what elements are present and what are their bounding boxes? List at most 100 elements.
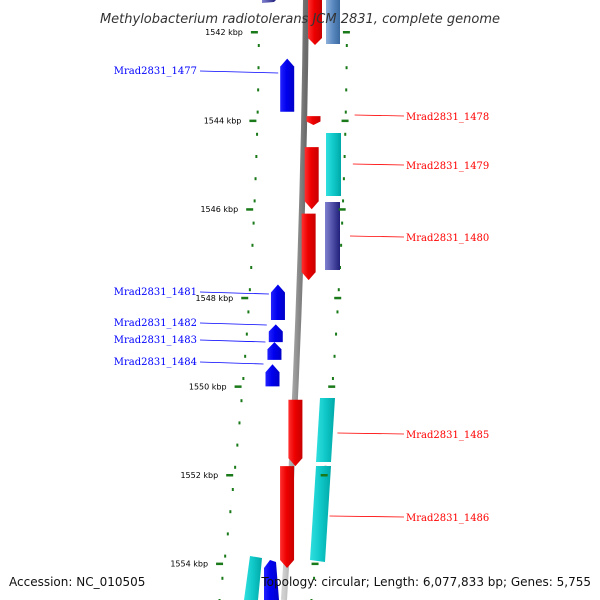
accession-text: Accession: NC_010505 (9, 575, 145, 589)
ring-dot (345, 66, 348, 70)
gene-arrow[interactable] (301, 213, 316, 281)
gene-leader-line (329, 515, 405, 518)
ring-dot (257, 66, 260, 70)
gene-mrad2831-1479[interactable]: Mrad2831_1479 (304, 147, 490, 210)
cyan-feature (316, 398, 335, 462)
gene-mrad2831-1478[interactable]: Mrad2831_1478 (306, 112, 489, 126)
kbp-tick-right (311, 562, 319, 566)
kbp-tick-label: 1546 kbp (200, 205, 238, 214)
navy-feature (262, 0, 276, 3)
gene-leader-line (352, 163, 405, 166)
ring-dot (248, 288, 251, 292)
gene-leader-line (354, 114, 405, 117)
gene-arrow[interactable] (270, 284, 285, 320)
kbp-tick-right (328, 385, 336, 388)
ring-dot (238, 421, 241, 425)
ring-dot (251, 243, 254, 247)
gene-leader-line (199, 322, 267, 326)
ring-dot (245, 332, 248, 336)
ring-dot (333, 354, 336, 358)
ring-dot (313, 576, 316, 580)
gene-label[interactable]: Mrad2831_1483 (114, 335, 197, 346)
gene-leader-line (349, 235, 405, 238)
ring-dot (342, 199, 345, 203)
gene-arrow[interactable] (267, 342, 282, 360)
ring-dot (255, 155, 258, 158)
kbp-tick-left (241, 296, 249, 300)
gene-mrad2831-1477[interactable]: Mrad2831_1477 (114, 58, 295, 112)
kbp-tick-right (320, 474, 328, 477)
kbp-tick-left (249, 119, 257, 123)
kbp-tick-label: 1550 kbp (189, 382, 227, 391)
gene-label[interactable]: Mrad2831_1481 (114, 287, 197, 298)
gene-label[interactable]: Mrad2831_1480 (406, 233, 489, 244)
kbp-ticks: 1542 kbp 1544 kbp 1546 kbp 1548 kbp 1550 kbp… (170, 28, 350, 569)
ring-dot (242, 377, 245, 380)
kbp-tick-right (342, 31, 350, 34)
gene-leader-line (199, 339, 266, 343)
ring-dot (342, 177, 345, 181)
ring-dot (257, 44, 260, 47)
gene-mrad2831-1484[interactable]: Mrad2831_1484 (114, 357, 280, 387)
gene-mrad2831-1485[interactable]: Mrad2831_1485 (288, 399, 489, 467)
gene-label[interactable]: Mrad2831_1479 (406, 161, 489, 172)
gene-arrow[interactable] (280, 466, 295, 569)
kbp-tick-label: 1552 kbp (180, 471, 218, 480)
gene-label[interactable]: Mrad2831_1486 (406, 513, 489, 524)
ring-dot (343, 155, 346, 158)
kbp-tick-label: 1554 kbp (170, 560, 208, 569)
kbp-tick-label: 1548 kbp (196, 294, 234, 303)
ring-dot (336, 310, 339, 314)
gene-leader-line (199, 361, 264, 365)
track-features (244, 0, 341, 600)
gene-label[interactable]: Mrad2831_1484 (114, 357, 197, 368)
kbp-tick-right (338, 208, 346, 211)
kbp-tick-left (246, 208, 254, 211)
gene-arrow[interactable] (280, 58, 295, 112)
gene-arrow[interactable] (268, 324, 283, 343)
ring-dot (244, 354, 247, 358)
cyan-feature (326, 133, 341, 196)
gene-partial-top (308, 0, 322, 45)
gene-arrow[interactable] (288, 399, 303, 467)
ring-dot (240, 399, 243, 403)
gene-mrad2831-1482[interactable]: Mrad2831_1482 (114, 318, 283, 343)
gene-leader-line (199, 291, 269, 295)
gene-mrad2831-1481[interactable]: Mrad2831_1481 (114, 284, 285, 320)
gene-arrow[interactable] (304, 147, 319, 210)
ring-dot (337, 288, 340, 292)
steel-feature (326, 0, 340, 44)
gene-features: Mrad2831_1477 Mrad2831_1478 Mrad2831_1479 M… (114, 58, 490, 569)
cyan-feature (244, 556, 262, 600)
gene-label[interactable]: Mrad2831_1478 (406, 112, 489, 123)
gene-arrow[interactable] (265, 364, 280, 387)
gene-arrow[interactable] (306, 116, 321, 126)
navy-feature (325, 202, 340, 270)
ring-dot (221, 576, 224, 580)
ring-dot (226, 532, 229, 536)
gene-mrad2831-1480[interactable]: Mrad2831_1480 (301, 213, 490, 281)
ring-dot (247, 310, 250, 314)
gene-mrad2831-1483[interactable]: Mrad2831_1483 (114, 335, 282, 360)
map-title: Methylobacterium radiotolerans JCM 2831,… (100, 12, 500, 27)
ring-dot (335, 332, 338, 336)
kbp-tick-left (216, 562, 224, 566)
ring-dot (341, 221, 344, 225)
gene-leader-line (199, 70, 279, 74)
gene-label[interactable]: Mrad2831_1477 (114, 66, 197, 77)
ring-dot (254, 177, 257, 181)
kbp-tick-label: 1544 kbp (204, 117, 242, 126)
kbp-tick-left (226, 474, 234, 477)
ring-dot (231, 488, 234, 491)
gene-mrad2831-1486[interactable]: Mrad2831_1486 (280, 466, 489, 569)
ring-dot (252, 221, 255, 225)
ring-dot (257, 88, 260, 92)
ring-dot (253, 199, 256, 203)
gene-label[interactable]: Mrad2831_1485 (406, 430, 489, 441)
ring-dot (234, 465, 237, 469)
kbp-tick-left (234, 385, 242, 388)
genome-summary-text: Topology: circular; Length: 6,077,833 bp… (260, 575, 591, 589)
gene-label[interactable]: Mrad2831_1482 (114, 318, 197, 329)
ring-dot (331, 377, 334, 380)
